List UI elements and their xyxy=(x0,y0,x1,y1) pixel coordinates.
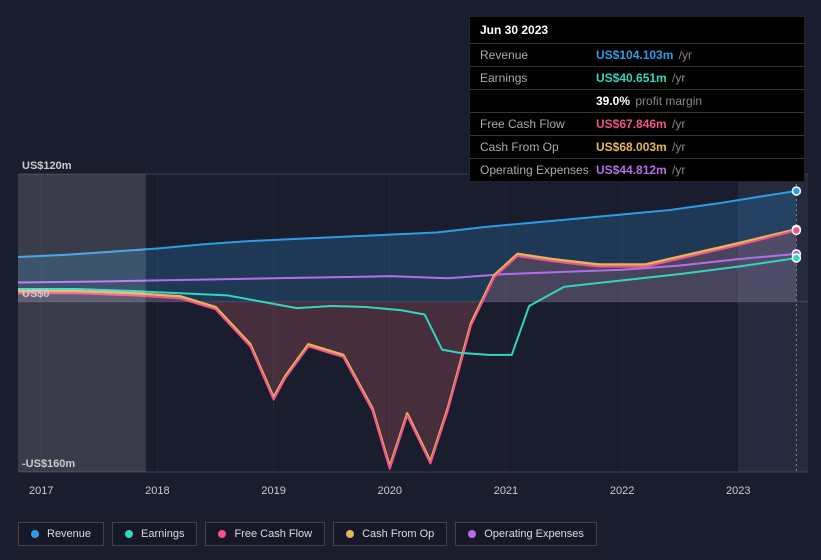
legend-label: Operating Expenses xyxy=(484,528,584,540)
x-axis: 2017 2018 2019 2020 2021 2022 2023 xyxy=(18,485,808,503)
tooltip-row-label: Free Cash Flow xyxy=(480,117,596,131)
legend-label: Earnings xyxy=(141,528,184,540)
tooltip-row-value: US$67.846m /yr xyxy=(596,117,685,131)
legend-swatch-icon xyxy=(218,530,226,538)
financials-chart[interactable] xyxy=(18,160,808,480)
tooltip-row-label: Operating Expenses xyxy=(480,163,596,177)
tooltip-row-value: US$40.651m /yr xyxy=(596,71,685,85)
tooltip-row: RevenueUS$104.103m /yr xyxy=(470,44,804,67)
tooltip-date: Jun 30 2023 xyxy=(470,17,804,44)
tooltip-row: EarningsUS$40.651m /yr xyxy=(470,67,804,90)
tooltip-row-value: US$68.003m /yr xyxy=(596,140,685,154)
x-axis-label: 2017 xyxy=(29,485,53,497)
legend-item[interactable]: Free Cash Flow xyxy=(205,522,325,546)
tooltip-row-label: Earnings xyxy=(480,71,596,85)
legend-swatch-icon xyxy=(31,530,39,538)
y-axis-label: US$120m xyxy=(22,160,72,172)
legend-item[interactable]: Revenue xyxy=(18,522,104,546)
tooltip-row-value: US$44.812m /yr xyxy=(596,163,685,177)
tooltip-row-label: Cash From Op xyxy=(480,140,596,154)
y-axis-label: US$0 xyxy=(22,288,50,300)
chart-tooltip: Jun 30 2023 RevenueUS$104.103m /yrEarnin… xyxy=(469,16,805,182)
legend-item[interactable]: Earnings xyxy=(112,522,197,546)
tooltip-row: Cash From OpUS$68.003m /yr xyxy=(470,136,804,159)
chart-svg xyxy=(18,160,808,480)
legend-label: Revenue xyxy=(47,528,91,540)
legend-swatch-icon xyxy=(346,530,354,538)
chart-legend: Revenue Earnings Free Cash Flow Cash From O… xyxy=(18,522,597,546)
x-axis-label: 2019 xyxy=(261,485,285,497)
legend-swatch-icon xyxy=(468,530,476,538)
tooltip-rows: RevenueUS$104.103m /yrEarningsUS$40.651m… xyxy=(470,44,804,181)
legend-swatch-icon xyxy=(125,530,133,538)
x-axis-label: 2018 xyxy=(145,485,169,497)
tooltip-row-label: Revenue xyxy=(480,48,596,62)
x-axis-label: 2021 xyxy=(494,485,518,497)
tooltip-row: Free Cash FlowUS$67.846m /yr xyxy=(470,113,804,136)
legend-label: Cash From Op xyxy=(362,528,434,540)
tooltip-subline: 39.0% profit margin xyxy=(470,90,804,113)
legend-item[interactable]: Operating Expenses xyxy=(455,522,597,546)
x-axis-label: 2023 xyxy=(726,485,750,497)
x-axis-label: 2022 xyxy=(610,485,634,497)
legend-label: Free Cash Flow xyxy=(234,528,312,540)
tooltip-row-value: US$104.103m /yr xyxy=(596,48,692,62)
tooltip-row: Operating ExpensesUS$44.812m /yr xyxy=(470,159,804,181)
x-axis-label: 2020 xyxy=(378,485,402,497)
legend-item[interactable]: Cash From Op xyxy=(333,522,447,546)
y-axis-label: -US$160m xyxy=(22,458,75,470)
